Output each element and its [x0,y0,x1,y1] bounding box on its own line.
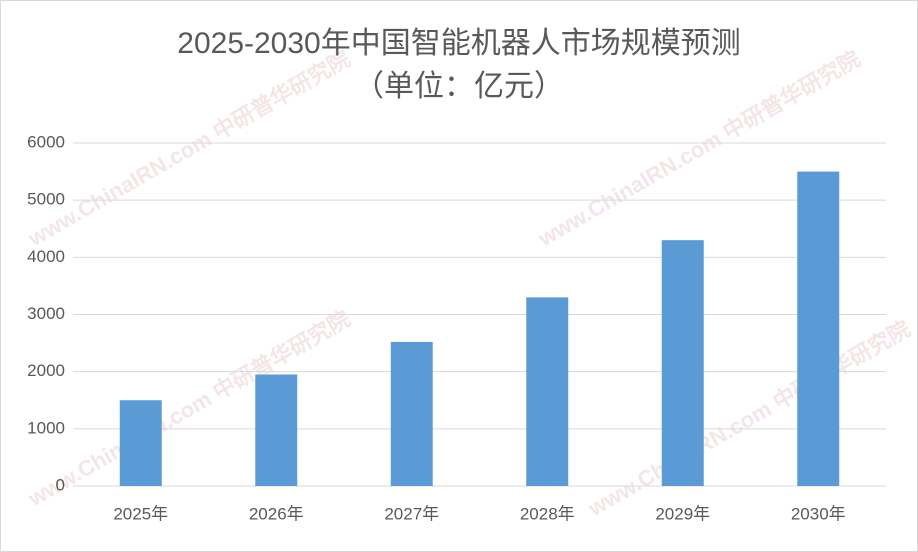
bar [797,171,840,487]
x-tick-label: 2029年 [655,504,710,523]
x-tick-label: 2026年 [249,504,304,523]
bar [119,400,162,486]
x-tick-label: 2028年 [520,504,575,523]
bar [255,374,298,486]
y-tick-label: 3000 [27,304,65,323]
y-tick-label: 1000 [27,418,65,437]
y-tick-label: 0 [56,475,65,494]
y-tick-label: 2000 [27,361,65,380]
chart-title: 2025-2030年中国智能机器人市场规模预测 [177,27,740,60]
x-tick-label: 2027年 [384,504,439,523]
bar [661,240,704,486]
bar [390,341,433,486]
y-tick-label: 6000 [27,132,65,151]
bar [526,297,569,486]
x-tick-label: 2025年 [113,504,168,523]
y-tick-label: 4000 [27,247,65,266]
x-tick-label: 2030年 [791,504,846,523]
y-tick-label: 5000 [27,190,65,209]
chart-subtitle: （单位：亿元） [354,70,564,103]
